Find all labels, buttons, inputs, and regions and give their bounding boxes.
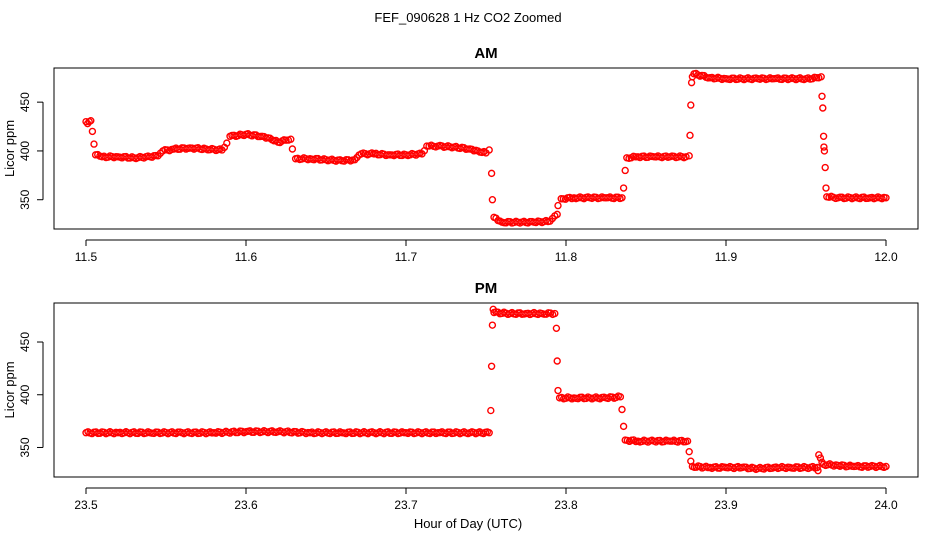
am-data-point <box>686 131 694 140</box>
pm-data-point <box>485 429 493 437</box>
am-data-point <box>553 210 561 219</box>
am-data-point <box>488 196 497 204</box>
pm-y-tick-label: 400 <box>18 384 32 404</box>
am-y-tick-label: 350 <box>18 189 32 209</box>
am-data-point <box>487 169 496 178</box>
am-data-point <box>223 139 231 147</box>
am-data-point <box>621 166 629 175</box>
am-data-point <box>822 184 830 192</box>
am-x-tick-label: 12.0 <box>874 250 898 264</box>
pm-data-point <box>816 454 825 462</box>
am-data-point <box>351 156 359 164</box>
figure-title: FEF_090628 1 Hz CO2 Zoomed <box>374 10 561 25</box>
figure-xlabel: Hour of Day (UTC) <box>414 516 522 531</box>
am-data-point <box>90 140 98 148</box>
am-data-point <box>282 136 290 144</box>
am-x-tick-label: 11.7 <box>395 250 418 264</box>
pm-data-point <box>553 357 561 365</box>
am-x-tick-label: 11.8 <box>555 250 578 264</box>
am-data-point <box>820 147 829 155</box>
pm-x-tick-label: 23.8 <box>554 498 578 512</box>
am-y-axis-label: Licor ppm <box>2 120 17 177</box>
am-data-point <box>819 132 828 141</box>
am-data-point <box>687 101 695 109</box>
am-data-point <box>619 184 628 192</box>
am-data-point <box>618 194 626 202</box>
pm-y-tick-label: 450 <box>18 332 32 352</box>
pm-data-point <box>882 462 890 471</box>
pm-data-point <box>683 437 692 445</box>
am-data-point <box>287 135 295 143</box>
pm-data-point <box>619 422 628 431</box>
pm-data-point <box>618 405 626 414</box>
pm-x-tick-label: 23.6 <box>234 498 258 512</box>
am-data-point <box>485 146 493 154</box>
am-y-tick-label: 400 <box>18 141 32 161</box>
pm-x-tick-label: 23.7 <box>394 498 418 512</box>
pm-data-points <box>82 305 890 475</box>
am-data-points <box>82 69 890 227</box>
pm-data-point <box>685 447 693 456</box>
pm-data-point <box>813 463 821 472</box>
pm-panel: PM Licor ppm 23.5 23.6 23.7 23.8 23.9 24.0 350… <box>2 280 919 512</box>
am-data-point <box>818 92 826 100</box>
pm-data-point <box>487 362 496 370</box>
pm-data-point <box>616 393 625 401</box>
am-data-point <box>87 116 95 125</box>
pm-plot-frame <box>53 302 919 478</box>
am-plot-frame <box>53 67 919 230</box>
am-data-point <box>88 127 97 136</box>
am-data-point <box>819 104 827 112</box>
pm-y-axis-label: Licor ppm <box>2 361 17 418</box>
pm-panel-title: PM <box>475 280 498 297</box>
am-x-tick-label: 11.9 <box>715 250 738 264</box>
pm-y-tick-label: 350 <box>18 437 32 457</box>
am-data-point <box>288 145 297 153</box>
am-data-point <box>817 73 825 81</box>
pm-data-point <box>814 466 822 475</box>
pm-x-tick-label: 23.9 <box>714 498 738 512</box>
pm-data-point <box>487 406 495 415</box>
pm-x-tick-label: 24.0 <box>874 498 898 512</box>
am-data-point <box>82 117 90 126</box>
am-data-point <box>820 143 828 151</box>
pm-data-point <box>488 321 497 329</box>
am-data-point <box>821 163 829 172</box>
am-panel-title: AM <box>474 45 497 62</box>
pm-data-point <box>551 309 559 318</box>
pm-x-tick-label: 23.5 <box>74 498 98 512</box>
am-data-point <box>423 142 431 150</box>
pm-data-point <box>552 324 561 333</box>
am-data-point <box>682 153 690 161</box>
pm-data-point <box>554 386 562 395</box>
am-data-point <box>882 194 890 202</box>
am-data-point <box>554 201 562 210</box>
am-panel: AM Licor ppm 11.5 11.6 11.7 11.8 11.9 12.0 350… <box>2 45 919 264</box>
am-x-tick-label: 11.5 <box>75 250 98 264</box>
am-data-point <box>685 152 693 160</box>
am-y-tick-label: 450 <box>18 92 32 112</box>
am-x-tick-label: 11.6 <box>235 250 258 264</box>
